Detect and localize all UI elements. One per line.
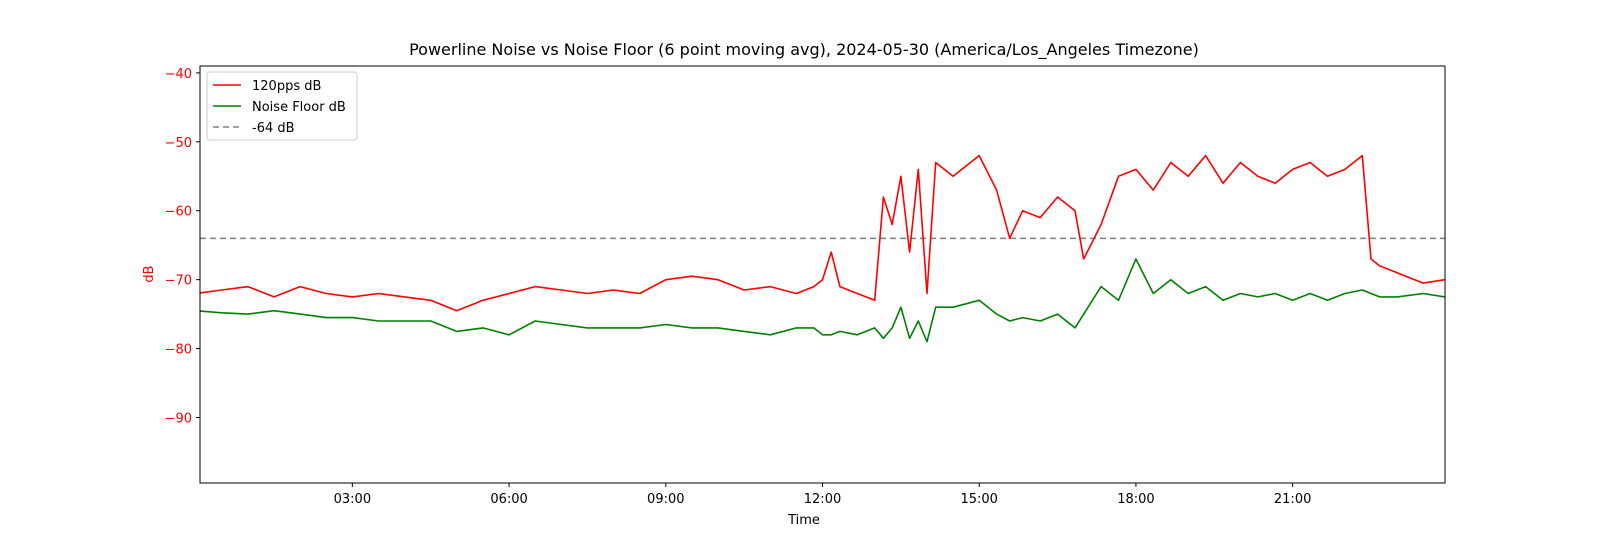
legend: 120pps dB Noise Floor dB -64 dB [206,71,358,141]
y-tick-label: −60 [165,205,192,220]
legend-label: Noise Floor dB [252,100,346,115]
x-axis-label: Time [787,513,820,528]
x-tick-label: 12:00 [804,492,841,507]
legend-label: 120pps dB [252,79,321,94]
y-tick-label: −40 [165,67,192,82]
x-tick-label: 21:00 [1274,492,1311,507]
series-line-powerline [200,154,1445,312]
x-tick-label: 09:00 [647,492,684,507]
series-line-noise-floor [200,258,1445,343]
y-tick-label: −80 [165,343,192,358]
y-tick-label: −90 [165,412,192,427]
plot-area-frame [199,65,1446,484]
series-lines [200,154,1445,343]
axis-ticks: 03:00 06:00 09:00 12:00 15:00 18:00 21:00 −40 −5… [165,67,1312,507]
y-tick-label: −70 [165,274,192,289]
x-tick-label: 18:00 [1117,492,1154,507]
x-tick-label: 03:00 [334,492,371,507]
chart-title: Powerline Noise vs Noise Floor (6 point … [409,40,1199,60]
legend-label: -64 dB [252,121,295,136]
x-tick-label: 15:00 [960,492,997,507]
y-tick-label: −50 [165,136,192,151]
y-axis-label: dB [142,265,157,282]
x-tick-label: 06:00 [490,492,527,507]
legend-box [206,71,358,141]
